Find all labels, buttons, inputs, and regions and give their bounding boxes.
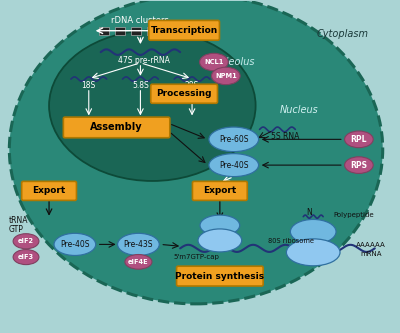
Ellipse shape xyxy=(49,30,256,181)
FancyBboxPatch shape xyxy=(163,27,173,35)
Text: 5.8S: 5.8S xyxy=(132,81,149,90)
Text: Pre-60S: Pre-60S xyxy=(219,135,248,144)
Text: tRNA: tRNA xyxy=(8,215,28,224)
Text: Nucleus: Nucleus xyxy=(280,105,319,115)
Ellipse shape xyxy=(344,131,373,148)
FancyBboxPatch shape xyxy=(22,181,76,200)
Text: 18S: 18S xyxy=(82,81,96,90)
Text: Assembly: Assembly xyxy=(90,123,143,133)
Ellipse shape xyxy=(344,157,373,173)
Text: eIF4E: eIF4E xyxy=(128,259,149,265)
Text: mRNA: mRNA xyxy=(360,251,382,257)
Text: Transcription: Transcription xyxy=(150,26,218,35)
Text: 80S ribosome: 80S ribosome xyxy=(268,238,314,244)
FancyBboxPatch shape xyxy=(149,20,220,40)
Ellipse shape xyxy=(198,229,242,252)
Text: NPM1: NPM1 xyxy=(215,73,237,79)
Ellipse shape xyxy=(54,233,96,255)
Ellipse shape xyxy=(125,254,152,269)
Text: Processing: Processing xyxy=(156,89,212,98)
FancyBboxPatch shape xyxy=(176,266,263,286)
Text: 5'm7GTP-cap: 5'm7GTP-cap xyxy=(173,254,219,260)
FancyBboxPatch shape xyxy=(147,27,157,35)
Ellipse shape xyxy=(212,67,240,85)
Text: Pre-40S: Pre-40S xyxy=(60,240,90,249)
Text: Pre-40S: Pre-40S xyxy=(219,161,248,169)
Text: AAAAAA: AAAAAA xyxy=(356,242,386,248)
Text: Pre-43S: Pre-43S xyxy=(124,240,153,249)
FancyBboxPatch shape xyxy=(99,27,110,35)
Text: eIF2: eIF2 xyxy=(18,238,34,244)
Text: RPS: RPS xyxy=(350,161,367,169)
Ellipse shape xyxy=(286,239,340,266)
Text: Polypeptide: Polypeptide xyxy=(333,212,374,218)
FancyBboxPatch shape xyxy=(115,27,125,35)
FancyBboxPatch shape xyxy=(63,117,170,138)
Text: NCL1: NCL1 xyxy=(204,59,224,65)
Text: 47S pre-rRNA: 47S pre-rRNA xyxy=(118,56,170,65)
Ellipse shape xyxy=(118,233,159,255)
Ellipse shape xyxy=(290,219,336,244)
Text: 5S RNA: 5S RNA xyxy=(271,132,300,141)
Ellipse shape xyxy=(209,127,258,152)
Text: 28S: 28S xyxy=(185,81,199,90)
Ellipse shape xyxy=(13,234,39,249)
Text: eIF3: eIF3 xyxy=(18,254,34,260)
Ellipse shape xyxy=(9,0,383,304)
FancyBboxPatch shape xyxy=(131,27,141,35)
Text: Export: Export xyxy=(203,186,236,195)
Text: Protein synthesis: Protein synthesis xyxy=(175,272,264,281)
Text: GTP: GTP xyxy=(8,225,24,234)
Text: rDNA clusters: rDNA clusters xyxy=(112,16,169,25)
Ellipse shape xyxy=(200,53,228,71)
Ellipse shape xyxy=(13,249,39,265)
Text: Nucleolus: Nucleolus xyxy=(208,57,256,67)
Text: N: N xyxy=(306,208,312,217)
Ellipse shape xyxy=(209,154,258,176)
FancyBboxPatch shape xyxy=(151,84,218,103)
Text: Cytoplasm: Cytoplasm xyxy=(317,29,369,39)
Text: RPL: RPL xyxy=(351,135,367,144)
FancyBboxPatch shape xyxy=(192,181,247,200)
Ellipse shape xyxy=(200,215,240,236)
Text: Export: Export xyxy=(32,186,66,195)
